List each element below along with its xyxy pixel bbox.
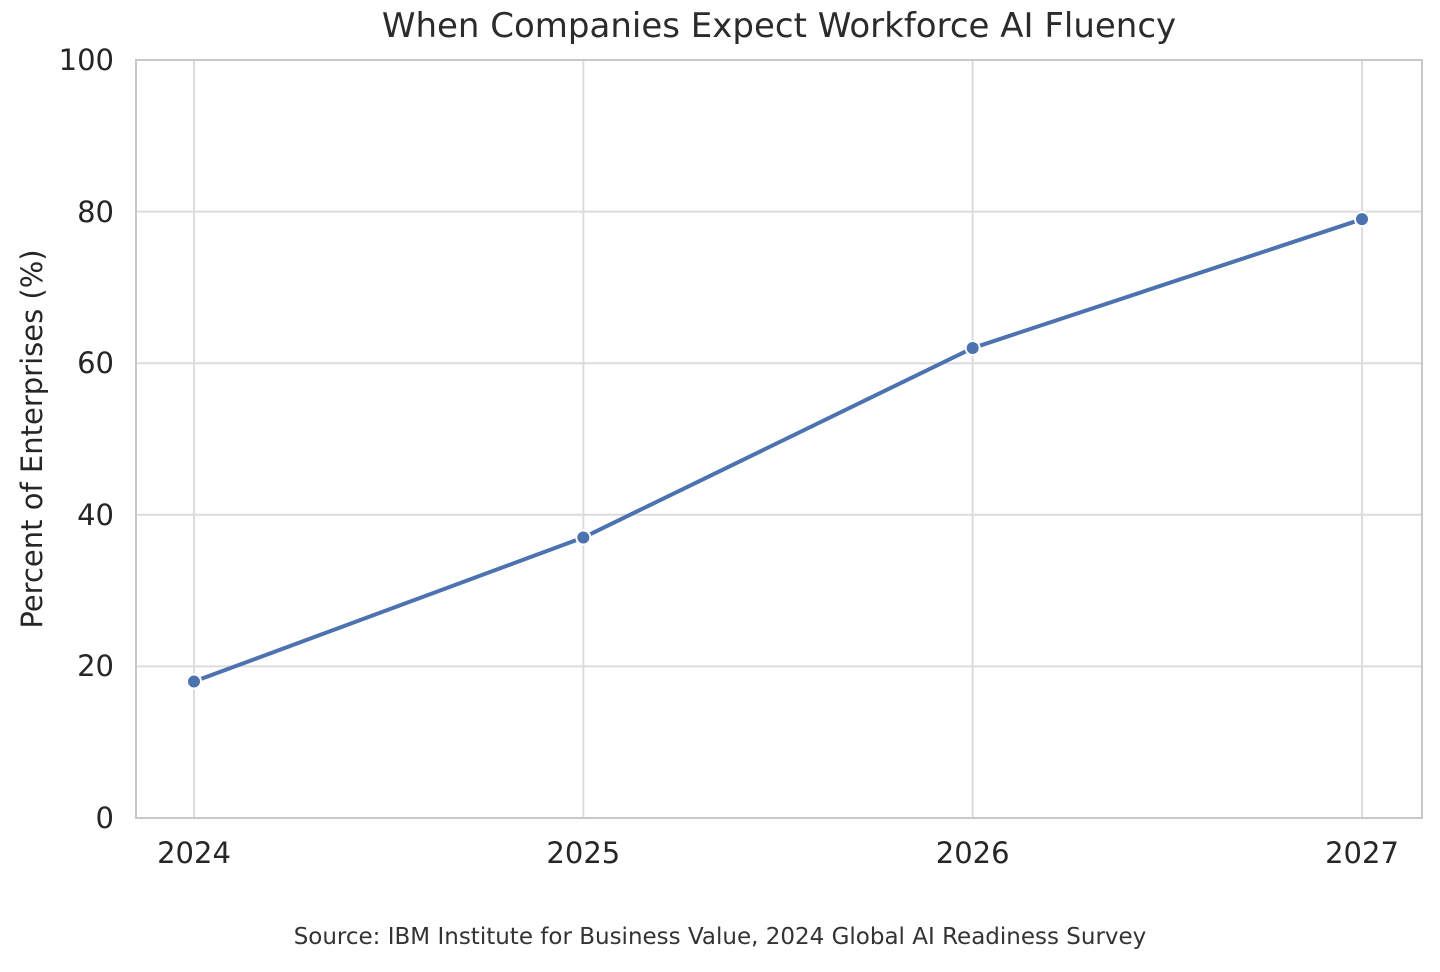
x-tick-label: 2024 [157, 836, 231, 870]
y-tick-label: 0 [95, 801, 114, 835]
data-point [964, 340, 981, 357]
data-point [186, 673, 202, 690]
x-tick-label: 2026 [935, 836, 1010, 870]
y-tick-label: 100 [58, 43, 114, 77]
x-tick-label: 2025 [546, 836, 621, 870]
y-tick-label: 20 [77, 649, 114, 684]
y-tick-label: 40 [77, 497, 114, 532]
x-tick-label: 2027 [1325, 836, 1399, 870]
y-tick-label: 60 [77, 346, 114, 381]
source-caption: Source: IBM Institute for Business Value… [293, 924, 1147, 950]
chart-title: When Companies Expect Workforce AI Fluen… [381, 6, 1177, 46]
data-point [1354, 211, 1370, 228]
data-line [192, 217, 1364, 684]
axes-border [135, 59, 1423, 819]
data-point [575, 529, 592, 546]
y-tick-label: 80 [77, 194, 114, 229]
